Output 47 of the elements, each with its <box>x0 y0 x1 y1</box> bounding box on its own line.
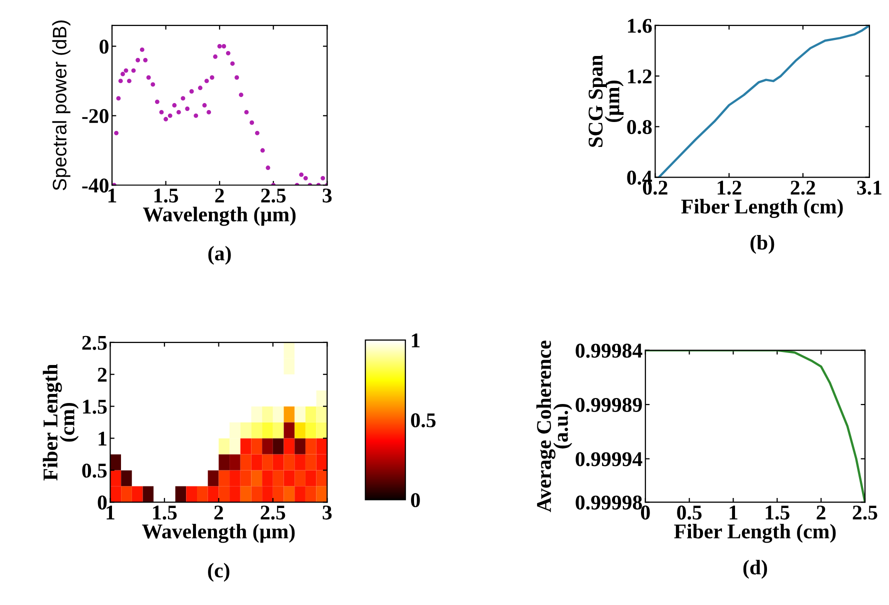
y-tick-label: 0.99998 <box>576 496 642 510</box>
text: (c) <box>208 562 230 582</box>
y-tick-label: 0.5 <box>82 464 107 478</box>
x-tick-label: 2 <box>816 506 826 520</box>
x-tick-label: 0.5 <box>677 506 702 520</box>
x-tick-label: 2 <box>215 188 224 202</box>
x-tick-label: 1 <box>730 506 738 520</box>
x-tick-label: 1.5 <box>766 506 790 520</box>
x-tick-label: 2 <box>214 506 224 520</box>
x-tick-label: 3 <box>322 188 332 203</box>
color-bar-label: 0.5 <box>411 413 436 428</box>
y-tick-label: 2.5 <box>82 336 107 350</box>
y-tick-label: 1 <box>98 432 106 446</box>
x-tick-label: 2.5 <box>852 506 878 520</box>
y-axis-title: Fiber Length (cm) <box>42 364 79 480</box>
x-tick-label: 1.5 <box>154 188 178 203</box>
y-tick-label: 0.99989 <box>576 398 642 412</box>
x-axis-title: Fiber Length (cm) <box>674 524 836 543</box>
color-bar-label: 0 <box>411 493 420 508</box>
y-axis-title: Spectral power (dB) <box>52 20 70 190</box>
y-tick-label: 1.5 <box>83 400 107 414</box>
text: (b) <box>750 234 774 254</box>
color-bar-label: 1 <box>412 333 420 348</box>
x-tick-label: 2.2 <box>790 180 816 195</box>
y-tick-label: 0 <box>98 496 107 510</box>
text: (a) <box>208 246 231 265</box>
y-tick-label: 1.6 <box>628 18 652 33</box>
y-tick-label: -20 <box>82 109 108 124</box>
y-tick-label: 0.99994 <box>576 452 642 466</box>
y-axis-title: SCG Span (µm) <box>588 55 624 147</box>
y-tick-label: 2 <box>98 368 107 382</box>
y-tick-label: -40 <box>82 178 108 193</box>
x-axis-title: Fiber Length (cm) <box>681 198 843 218</box>
y-tick-label: 1.2 <box>628 69 652 84</box>
x-tick-label: 1.2 <box>718 180 742 195</box>
y-tick-label: 0.99984 <box>576 344 642 358</box>
x-tick-label: 2.5 <box>261 188 286 203</box>
text: (d) <box>743 560 768 579</box>
x-tick-label: 3 <box>322 506 332 520</box>
x-axis-title: Wavelength (µm) <box>142 206 296 226</box>
y-tick-label: 0.8 <box>627 120 652 134</box>
x-tick-label: 3.1 <box>857 180 882 195</box>
y-tick-label: 0 <box>100 40 108 54</box>
x-axis-title: Wavelength (µm) <box>142 524 295 543</box>
x-tick-label: 1.5 <box>153 506 177 520</box>
y-axis-title: Average Coherence (a.u.) <box>536 340 572 512</box>
x-tick-label: 2.5 <box>260 506 286 520</box>
